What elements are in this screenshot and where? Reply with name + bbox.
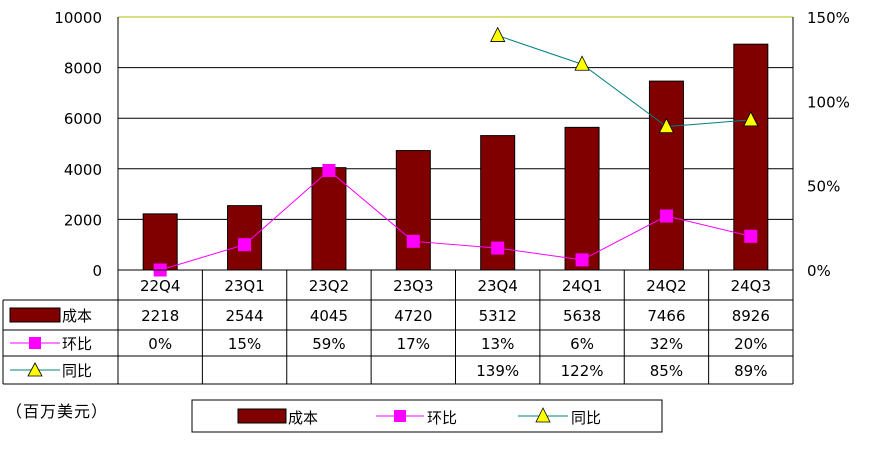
x-tick-label: 24Q3 [731, 277, 771, 295]
x-tick-label: 24Q2 [646, 277, 686, 295]
marker-mom [238, 238, 252, 252]
table-cell: 2544 [225, 307, 263, 325]
marker-mom [322, 163, 336, 177]
y-tick-label: 0 [92, 262, 102, 280]
marker-mom [575, 253, 589, 267]
bar-cost [142, 213, 178, 271]
table-key-cost [9, 307, 61, 323]
table-cell: 0% [148, 335, 172, 353]
bar-cost [311, 167, 347, 271]
marker-mom [744, 229, 758, 243]
legend-label: 环比 [427, 409, 457, 427]
x-tick-label: 23Q3 [393, 277, 433, 295]
table-cell: 122% [561, 362, 604, 380]
marker-mom [491, 241, 505, 255]
x-tick-label: 24Q1 [562, 277, 602, 295]
marker-yoy [743, 110, 759, 127]
bar-cost [395, 150, 431, 271]
table-cell: 89% [734, 362, 767, 380]
table-key-yoy [27, 362, 43, 377]
legend-label: 同比 [571, 409, 601, 427]
marker-yoy [574, 55, 590, 71]
legend-label: 成本 [288, 409, 318, 427]
table-row-label: 环比 [62, 335, 92, 353]
table-row-label: 同比 [62, 362, 92, 380]
y-tick-label: 4000 [64, 161, 102, 179]
table-cell: 20% [734, 335, 767, 353]
y2-tick-label: 0% [807, 262, 831, 280]
unit-label: （百万美元） [6, 402, 109, 421]
bar-cost [648, 80, 684, 271]
x-tick-label: 22Q4 [140, 277, 180, 295]
table-cell: 6% [570, 335, 594, 353]
series-mom-line [160, 169, 751, 271]
y-tick-label: 10000 [54, 9, 102, 27]
table-cell: 2218 [141, 307, 179, 325]
marker-mom [406, 234, 420, 248]
table-cell: 13% [481, 335, 514, 353]
y2-tick-label: 50% [807, 178, 840, 196]
marker-mom [659, 209, 673, 223]
bar-cost [564, 126, 600, 271]
table-cell: 17% [397, 335, 430, 353]
y-tick-label: 8000 [64, 60, 102, 78]
table-cell: 4720 [394, 307, 432, 325]
y2-tick-label: 150% [807, 9, 850, 27]
table-cell: 5312 [479, 307, 517, 325]
y-tick-label: 6000 [64, 110, 102, 128]
bar-cost [227, 205, 263, 271]
x-tick-label: 23Q2 [309, 277, 349, 295]
table-cell: 85% [650, 362, 683, 380]
series-yoy-line [497, 35, 751, 128]
marker-yoy [658, 117, 675, 134]
marker-yoy [490, 26, 506, 42]
table-cell: 5638 [563, 307, 601, 325]
y-tick-label: 2000 [64, 211, 102, 229]
y2-tick-label: 100% [807, 93, 850, 111]
x-tick-label: 23Q4 [477, 277, 517, 295]
x-tick-label: 23Q1 [224, 277, 264, 295]
table-cell: 139% [476, 362, 519, 380]
table-cell: 15% [228, 335, 261, 353]
legend-key-cost [237, 408, 287, 424]
table-cell: 8926 [732, 307, 770, 325]
table-key-mom [29, 337, 41, 349]
table-cell: 32% [650, 335, 683, 353]
table-cell: 59% [312, 335, 345, 353]
table-cell: 4045 [310, 307, 348, 325]
table-cell: 7466 [647, 307, 685, 325]
legend-key-mom [394, 410, 406, 422]
legend-key-yoy [535, 407, 551, 423]
table-row-label: 成本 [62, 307, 92, 325]
